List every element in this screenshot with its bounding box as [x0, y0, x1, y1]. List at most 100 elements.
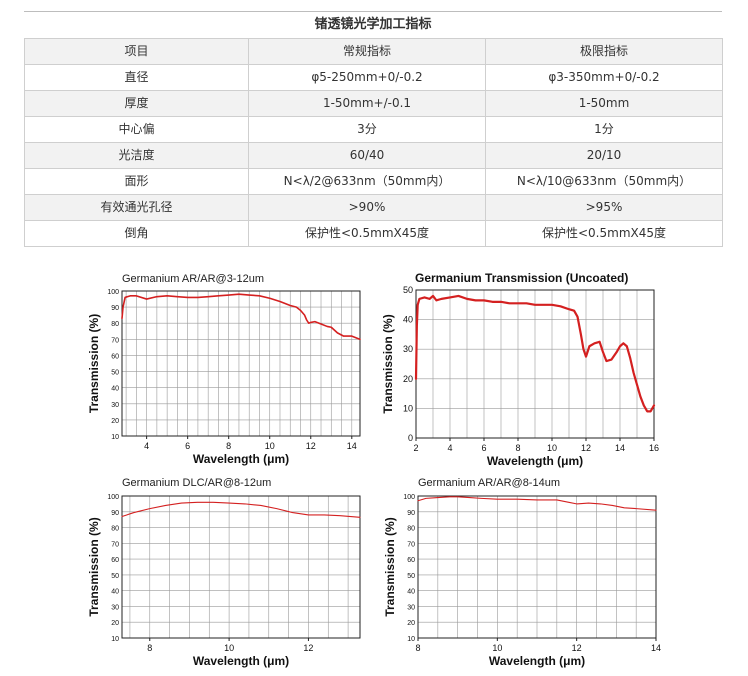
y-tick-label: 40 [403, 315, 413, 325]
y-tick-label: 70 [407, 541, 415, 548]
table-cell: 保护性<0.5mmX45度 [248, 220, 486, 247]
x-tick-label: 10 [492, 643, 502, 653]
header-cell: 项目 [24, 38, 249, 65]
y-tick-label: 90 [111, 305, 119, 312]
x-tick-label: 4 [447, 443, 452, 453]
y-tick-label: 20 [403, 374, 413, 384]
y-tick-label: 30 [111, 604, 119, 611]
y-tick-label: 20 [111, 620, 119, 627]
top-divider [24, 11, 722, 12]
table-cell: 3分 [248, 116, 486, 143]
y-tick-label: 20 [111, 418, 119, 425]
table-row: 倒角 保护性<0.5mmX45度 保护性<0.5mmX45度 [24, 220, 723, 247]
table-cell: 1-50mm+/-0.1 [248, 90, 486, 117]
y-tick-label: 10 [403, 403, 413, 413]
chart-title: Germanium Transmission (Uncoated) [415, 271, 628, 285]
y-tick-label: 60 [111, 353, 119, 360]
y-tick-label: 60 [407, 557, 415, 564]
table-row: 有效通光孔径 >90% >95% [24, 194, 723, 221]
x-tick-label: 12 [572, 643, 582, 653]
x-tick-label: 4 [144, 441, 149, 451]
y-tick-label: 100 [107, 494, 119, 501]
series-line [414, 294, 656, 413]
x-axis-label: Wavelength (μm) [489, 654, 585, 668]
y-tick-label: 30 [111, 402, 119, 409]
y-tick-label: 30 [403, 344, 413, 354]
y-tick-label: 20 [407, 620, 415, 627]
spec-table: 项目 常规指标 极限指标 直径 φ5-250mm+0/-0.2 φ3-350mm… [24, 38, 723, 247]
x-tick-label: 2 [413, 443, 418, 453]
y-tick-label: 60 [111, 557, 119, 564]
y-tick-label: 80 [407, 526, 415, 533]
table-header-row: 项目 常规指标 极限指标 [24, 38, 723, 65]
x-tick-label: 6 [185, 441, 190, 451]
y-axis-label: Transmission (%) [383, 517, 397, 616]
y-axis-label: Transmission (%) [87, 314, 101, 413]
y-tick-label: 80 [111, 526, 119, 533]
plot-frame [121, 495, 361, 639]
chart-uncoated-transmission: Germanium Transmission (Uncoated) 0 10 20 30… [381, 271, 659, 468]
y-tick-label: 10 [111, 434, 119, 441]
y-tick-label: 50 [407, 573, 415, 580]
y-tick-label: 50 [111, 370, 119, 377]
table-cell: 直径 [24, 64, 249, 91]
x-tick-label: 10 [265, 441, 275, 451]
y-tick-label: 100 [403, 494, 415, 501]
chart-title: Germanium AR/AR@3-12um [122, 273, 264, 285]
y-tick-label: 50 [403, 285, 413, 295]
x-tick-label: 8 [226, 441, 231, 451]
y-tick-label: 90 [407, 510, 415, 517]
series-line [121, 501, 361, 518]
table-cell: 倒角 [24, 220, 249, 247]
table-row: 中心偏 3分 1分 [24, 116, 723, 143]
x-tick-label: 8 [515, 443, 520, 453]
chart-ar-8-14um: Germanium AR/AR@8-14um 10 20 30 40 50 60 70 80 90… [383, 477, 661, 668]
plot-area [122, 496, 360, 638]
x-tick-label: 10 [547, 443, 557, 453]
y-tick-label: 50 [111, 573, 119, 580]
table-cell: 保护性<0.5mmX45度 [485, 220, 723, 247]
table-cell: >95% [485, 194, 723, 221]
y-tick-label: 80 [111, 321, 119, 328]
x-tick-label: 8 [147, 643, 152, 653]
plot-area [122, 291, 360, 436]
x-axis-label: Wavelength (μm) [487, 454, 583, 468]
table-cell: 1分 [485, 116, 723, 143]
series-line [121, 293, 361, 341]
y-tick-label: 30 [407, 604, 415, 611]
table-cell: φ3-350mm+0/-0.2 [485, 64, 723, 91]
y-tick-label: 0 [408, 433, 413, 443]
table-title: 锗透镜光学加工指标 [314, 17, 432, 32]
table-row: 光洁度 60/40 20/10 [24, 142, 723, 169]
y-axis-label: Transmission (%) [381, 314, 395, 413]
x-tick-label: 12 [303, 643, 313, 653]
chart-title: Germanium DLC/AR@8-12um [122, 477, 271, 489]
chart-dlc-ar-8-12um: Germanium DLC/AR@8-12um 10 20 30 40 50 60 70 80 9… [87, 477, 361, 668]
table-cell: φ5-250mm+0/-0.2 [248, 64, 486, 91]
y-tick-label: 40 [111, 589, 119, 596]
y-axis-label: Transmission (%) [87, 517, 101, 616]
x-tick-label: 14 [347, 441, 357, 451]
y-tick-label: 40 [407, 589, 415, 596]
table-cell: 中心偏 [24, 116, 249, 143]
x-tick-label: 16 [649, 443, 659, 453]
plot-frame [417, 495, 657, 639]
chart-title: Germanium AR/AR@8-14um [418, 477, 560, 489]
plot-frame [121, 290, 361, 437]
y-tick-label: 90 [111, 510, 119, 517]
table-cell: >90% [248, 194, 486, 221]
x-tick-label: 10 [224, 643, 234, 653]
table-cell: 光洁度 [24, 142, 249, 169]
table-cell: N<λ/10@633nm（50mm内） [485, 168, 723, 195]
y-tick-label: 40 [111, 386, 119, 393]
table-cell: 厚度 [24, 90, 249, 117]
x-tick-label: 14 [651, 643, 661, 653]
y-tick-label: 100 [107, 289, 119, 296]
table-cell: 1-50mm [485, 90, 723, 117]
table-cell: 60/40 [248, 142, 486, 169]
y-tick-label: 10 [407, 636, 415, 643]
series-line [417, 496, 657, 511]
table-row: 面形 N<λ/2@633nm（50mm内） N<λ/10@633nm（50mm内… [24, 168, 723, 195]
table-cell: 面形 [24, 168, 249, 195]
x-tick-label: 6 [481, 443, 486, 453]
